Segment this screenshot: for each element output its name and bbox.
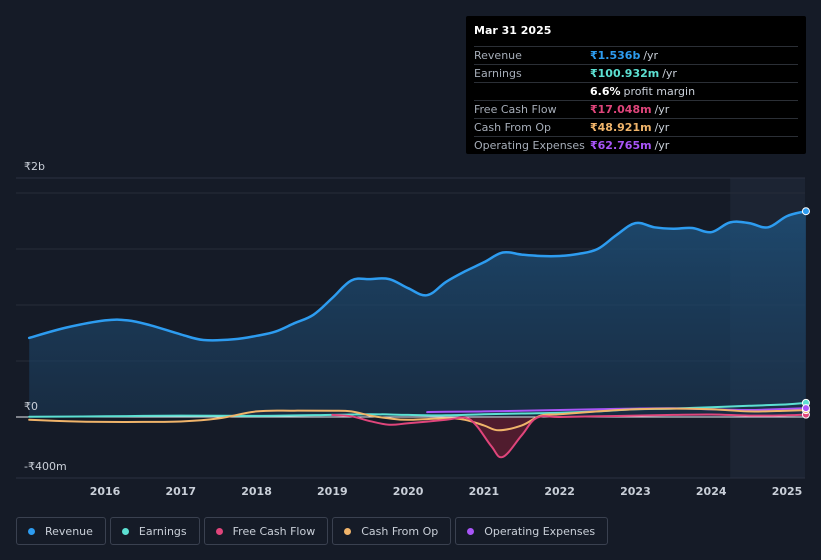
x-tick-label: 2023 <box>620 485 651 498</box>
tooltip-value: ₹100.932m <box>590 67 660 80</box>
legend-dot-icon <box>121 527 129 535</box>
series-line-operating-expenses <box>426 407 807 414</box>
end-marker-operating-expenses <box>801 404 810 413</box>
free-cash-flow-area <box>464 417 537 458</box>
x-tick-label: 2018 <box>241 485 272 498</box>
tooltip-value: ₹1.536b <box>590 49 641 62</box>
series-line-free-cash-flow <box>331 413 807 459</box>
tooltip-value: ₹17.048m <box>590 103 652 116</box>
legend-label: Free Cash Flow <box>232 524 316 538</box>
x-tick-label: 2016 <box>90 485 121 498</box>
tooltip-unit: /yr <box>654 103 670 116</box>
tooltip-row-free-cash-flow: Free Cash Flow ₹17.048m /yr <box>474 100 798 118</box>
tooltip-label: Revenue <box>474 49 522 62</box>
tooltip-row-cash-from-op: Cash From Op ₹48.921m /yr <box>474 118 798 136</box>
x-tick-label: 2024 <box>696 485 727 498</box>
legend-item-revenue[interactable]: Revenue <box>16 517 106 545</box>
tooltip-unit: /yr <box>654 139 670 152</box>
legend-label: Cash From Op <box>361 524 439 538</box>
series-line-cash-from-op <box>28 407 807 432</box>
y-tick-label: ₹2b <box>24 160 45 173</box>
tooltip-label <box>474 83 590 100</box>
tooltip-label: Free Cash Flow <box>474 103 557 116</box>
legend-label: Revenue <box>45 524 93 538</box>
tooltip-unit: /yr <box>662 67 677 80</box>
tooltip-value: ₹48.921m <box>590 121 652 134</box>
legend-item-free-cash-flow[interactable]: Free Cash Flow <box>203 517 329 545</box>
tooltip-row-revenue: Revenue ₹1.536b /yr <box>474 46 798 64</box>
tooltip-value: 6.6% <box>590 85 621 98</box>
legend-dot-icon <box>344 527 352 535</box>
tooltip-label: Earnings <box>474 67 522 80</box>
series-line-revenue <box>27 209 808 342</box>
tooltip-row-profit-margin: 6.6% profit margin <box>474 82 798 100</box>
tooltip-label: Cash From Op <box>474 121 552 134</box>
tooltip-value: ₹62.765m <box>590 139 652 152</box>
x-tick-label: 2019 <box>317 485 348 498</box>
x-tick-label: 2017 <box>165 485 196 498</box>
legend-dot-icon <box>467 527 475 535</box>
x-tick-label: 2025 <box>772 485 803 498</box>
x-tick-label: 2022 <box>544 485 575 498</box>
tooltip-unit: /yr <box>654 121 670 134</box>
x-tick-label: 2021 <box>469 485 500 498</box>
legend-dot-icon <box>215 527 223 535</box>
tooltip-row-earnings: Earnings ₹100.932m /yr <box>474 64 798 82</box>
tooltip-label: Operating Expenses <box>474 139 585 152</box>
legend-label: Operating Expenses <box>484 524 596 538</box>
tooltip-row-operating-expenses: Operating Expenses ₹62.765m /yr <box>474 136 798 154</box>
x-tick-label: 2020 <box>393 485 424 498</box>
tooltip-unit: profit margin <box>623 85 696 98</box>
tooltip-date: Mar 31 2025 <box>474 24 552 37</box>
chart-legend: Revenue Earnings Free Cash Flow Cash Fro… <box>16 517 609 545</box>
y-tick-label: -₹400m <box>24 460 67 473</box>
legend-item-operating-expenses[interactable]: Operating Expenses <box>455 517 609 545</box>
legend-dot-icon <box>28 527 35 535</box>
legend-item-cash-from-op[interactable]: Cash From Op <box>332 517 452 545</box>
revenue-area <box>29 211 806 417</box>
y-tick-label: ₹0 <box>24 400 38 413</box>
tooltip-panel: Mar 31 2025 Revenue ₹1.536b /yr Earnings… <box>466 16 806 154</box>
legend-item-earnings[interactable]: Earnings <box>109 517 200 545</box>
end-marker-revenue <box>801 207 810 216</box>
tooltip-unit: /yr <box>643 49 659 62</box>
legend-label: Earnings <box>138 524 187 538</box>
